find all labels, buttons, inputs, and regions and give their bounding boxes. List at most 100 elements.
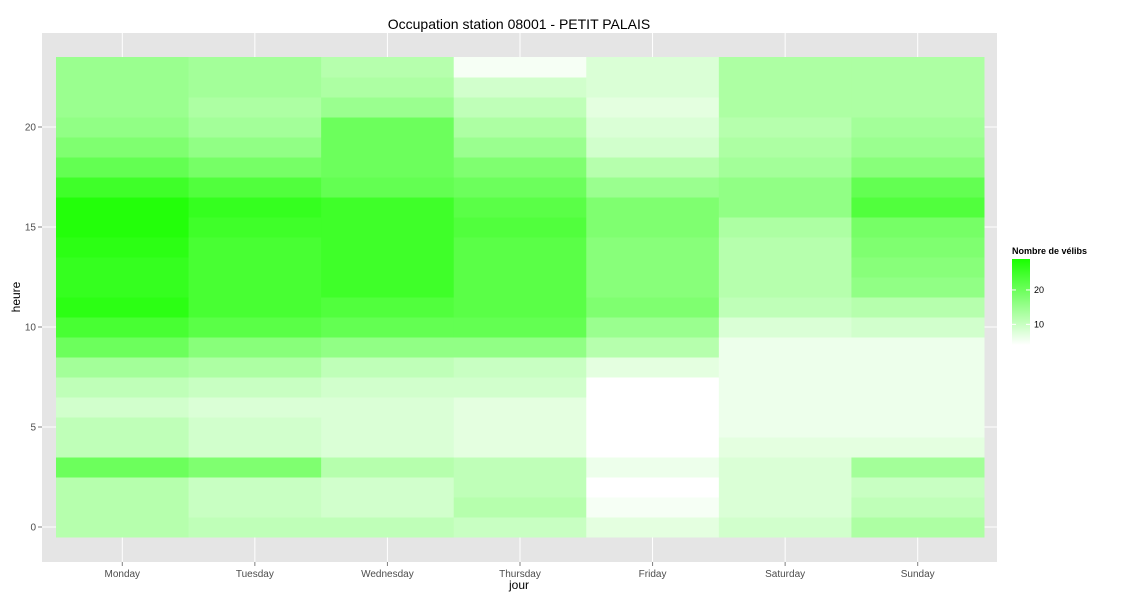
heatmap-tile — [718, 117, 852, 138]
heatmap-tile — [321, 217, 455, 238]
heatmap-tile — [718, 417, 852, 438]
heatmap-tile — [718, 257, 852, 278]
heatmap-tile — [453, 477, 587, 498]
x-axis: Monday Tuesday Wednesday Thursday Friday Satu… — [104, 562, 935, 580]
heatmap-tile — [586, 277, 720, 298]
heatmap-tile — [321, 257, 455, 278]
heatmap-tile — [718, 357, 852, 378]
heatmap-tile — [586, 317, 720, 338]
heatmap-tile — [321, 237, 455, 258]
heatmap-tile — [851, 457, 985, 478]
heatmap-tile — [586, 297, 720, 318]
heatmap-tile — [56, 157, 190, 178]
heatmap-tile — [188, 337, 322, 358]
heatmap-tile — [56, 77, 190, 98]
heatmap-tile — [586, 97, 720, 118]
heatmap-tile — [453, 157, 587, 178]
heatmap-tile — [321, 477, 455, 498]
heatmap-tile — [188, 177, 322, 198]
heatmap-tile — [453, 417, 587, 438]
heatmap-tile — [453, 217, 587, 238]
heatmap-tiles — [56, 57, 985, 538]
heatmap-tile — [188, 117, 322, 138]
heatmap-tile — [56, 417, 190, 438]
x-tick-label: Tuesday — [236, 569, 274, 580]
heatmap-tile — [718, 397, 852, 418]
heatmap-tile — [718, 137, 852, 158]
heatmap-tile — [453, 177, 587, 198]
heatmap-tile — [188, 137, 322, 158]
heatmap-tile — [586, 437, 720, 458]
heatmap-tile — [851, 57, 985, 78]
heatmap-tile — [188, 417, 322, 438]
heatmap-tile — [56, 277, 190, 298]
heatmap-tile — [321, 137, 455, 158]
heatmap-tile — [321, 157, 455, 178]
heatmap-tile — [586, 177, 720, 198]
heatmap-tile — [586, 417, 720, 438]
heatmap-tile — [453, 57, 587, 78]
heatmap-tile — [851, 477, 985, 498]
heatmap-tile — [321, 517, 455, 538]
heatmap-tile — [56, 97, 190, 118]
heatmap-tile — [851, 217, 985, 238]
legend-tick-label: 20 — [1034, 285, 1044, 295]
heatmap-tile — [321, 117, 455, 138]
heatmap-tile — [851, 137, 985, 158]
heatmap-tile — [851, 197, 985, 218]
heatmap-tile — [56, 397, 190, 418]
legend-colorbar — [1012, 259, 1030, 345]
heatmap-tile — [851, 357, 985, 378]
heatmap-tile — [453, 377, 587, 398]
heatmap-tile — [321, 97, 455, 118]
heatmap-tile — [56, 517, 190, 538]
heatmap-tile — [851, 417, 985, 438]
heatmap-tile — [851, 317, 985, 338]
x-tick-label: Monday — [104, 569, 140, 580]
heatmap-tile — [851, 277, 985, 298]
heatmap-tile — [851, 497, 985, 518]
heatmap-tile — [718, 517, 852, 538]
heatmap-tile — [586, 217, 720, 238]
heatmap-tile — [586, 377, 720, 398]
heatmap-tile — [586, 517, 720, 538]
heatmap-tile — [586, 477, 720, 498]
heatmap-tile — [321, 297, 455, 318]
heatmap-tile — [718, 337, 852, 358]
heatmap-tile — [718, 77, 852, 98]
heatmap-tile — [56, 177, 190, 198]
heatmap-tile — [188, 377, 322, 398]
y-tick-label: 10 — [25, 323, 37, 334]
heatmap-tile — [453, 117, 587, 138]
heatmap-tile — [56, 197, 190, 218]
heatmap-tile — [586, 397, 720, 418]
heatmap-tile — [453, 397, 587, 418]
y-tick-label: 5 — [30, 423, 36, 434]
heatmap-tile — [586, 77, 720, 98]
heatmap-tile — [718, 437, 852, 458]
heatmap-tile — [851, 437, 985, 458]
heatmap-tile — [321, 197, 455, 218]
legend-tick-label: 10 — [1034, 319, 1044, 329]
heatmap-tile — [188, 57, 322, 78]
heatmap-tile — [586, 237, 720, 258]
heatmap-tile — [453, 77, 587, 98]
heatmap-tile — [188, 77, 322, 98]
x-tick-label: Wednesday — [361, 569, 414, 580]
y-axis: 0 5 10 15 20 — [25, 123, 42, 534]
heatmap-tile — [321, 77, 455, 98]
heatmap-tile — [718, 457, 852, 478]
heatmap-tile — [851, 517, 985, 538]
heatmap-tile — [188, 357, 322, 378]
heatmap-tile — [718, 177, 852, 198]
heatmap-tile — [718, 497, 852, 518]
heatmap-tile — [188, 497, 322, 518]
heatmap-tile — [56, 237, 190, 258]
heatmap-tile — [188, 157, 322, 178]
heatmap-tile — [453, 337, 587, 358]
heatmap-tile — [56, 377, 190, 398]
heatmap-tile — [453, 517, 587, 538]
heatmap-tile — [321, 437, 455, 458]
heatmap-tile — [453, 197, 587, 218]
heatmap-tile — [321, 377, 455, 398]
